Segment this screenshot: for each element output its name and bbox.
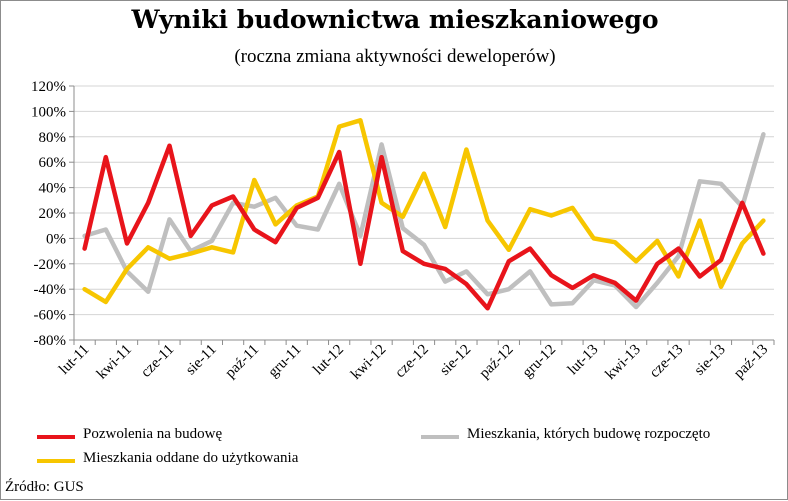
- y-tick-label: -60%: [34, 308, 67, 324]
- y-tick-label: 100%: [31, 104, 66, 120]
- legend-label: Pozwolenia na budowę: [83, 426, 223, 442]
- chart-subtitle: (roczna zmiana aktywności deweloperów): [234, 46, 556, 67]
- y-tick-label: 20%: [39, 206, 67, 222]
- source-note: Źródło: GUS: [5, 479, 84, 495]
- x-tick-label: paź-11: [222, 342, 262, 382]
- x-tick-label: lut-13: [565, 342, 602, 379]
- y-axis-tick-labels: 120% 100% 80% 60% 40% 20% 0% -20% -40% -60% -80%: [31, 79, 66, 349]
- x-tick-label: paź-12: [477, 342, 517, 382]
- legend-swatch-red: [37, 435, 75, 439]
- series-line-2: [82, 118, 766, 305]
- y-tick-label: -20%: [34, 257, 67, 273]
- x-tick-label: sie-11: [183, 342, 220, 379]
- x-tick-label: paź-13: [731, 342, 771, 382]
- x-tick-label: kwi-11: [94, 342, 135, 383]
- legend-label: Mieszkania, których budowę rozpoczęto: [467, 426, 711, 442]
- x-tick-label: sie-13: [692, 342, 729, 379]
- series-line-0: [82, 143, 766, 311]
- legend-swatch-yellow: [37, 459, 75, 463]
- x-tick-label: gru-12: [520, 342, 560, 382]
- y-tick-label: 120%: [31, 79, 66, 95]
- legend-label: Mieszkania oddane do użytkowania: [83, 450, 299, 466]
- x-tick-label: cze-13: [647, 342, 687, 382]
- y-tick-label: -40%: [34, 282, 67, 298]
- y-tick-label: 40%: [39, 181, 67, 197]
- x-tick-label: kwi-13: [603, 342, 644, 383]
- y-tick-label: 60%: [39, 155, 67, 171]
- x-tick-label: lut-12: [310, 342, 347, 379]
- axes: [69, 85, 775, 345]
- y-tick-label: 0%: [46, 231, 66, 247]
- chart-title: Wyniki budownictwa mieszkaniowego: [131, 5, 659, 34]
- x-tick-label: sie-12: [437, 342, 474, 379]
- series-lines: [82, 118, 766, 311]
- x-tick-label: gru-11: [265, 342, 304, 381]
- y-tick-label: 80%: [39, 130, 67, 146]
- x-tick-label: cze-11: [138, 342, 177, 381]
- legend-swatch-gray: [421, 435, 459, 439]
- series-line-1: [82, 132, 766, 310]
- grid-lines: [74, 85, 774, 341]
- y-tick-label: -80%: [34, 333, 67, 349]
- x-tick-label: cze-12: [392, 342, 432, 382]
- x-tick-label: kwi-12: [348, 342, 389, 383]
- x-axis-tick-labels: lut-11 kwi-11 cze-11 sie-11 paź-11 gru-11 lut-…: [56, 342, 771, 383]
